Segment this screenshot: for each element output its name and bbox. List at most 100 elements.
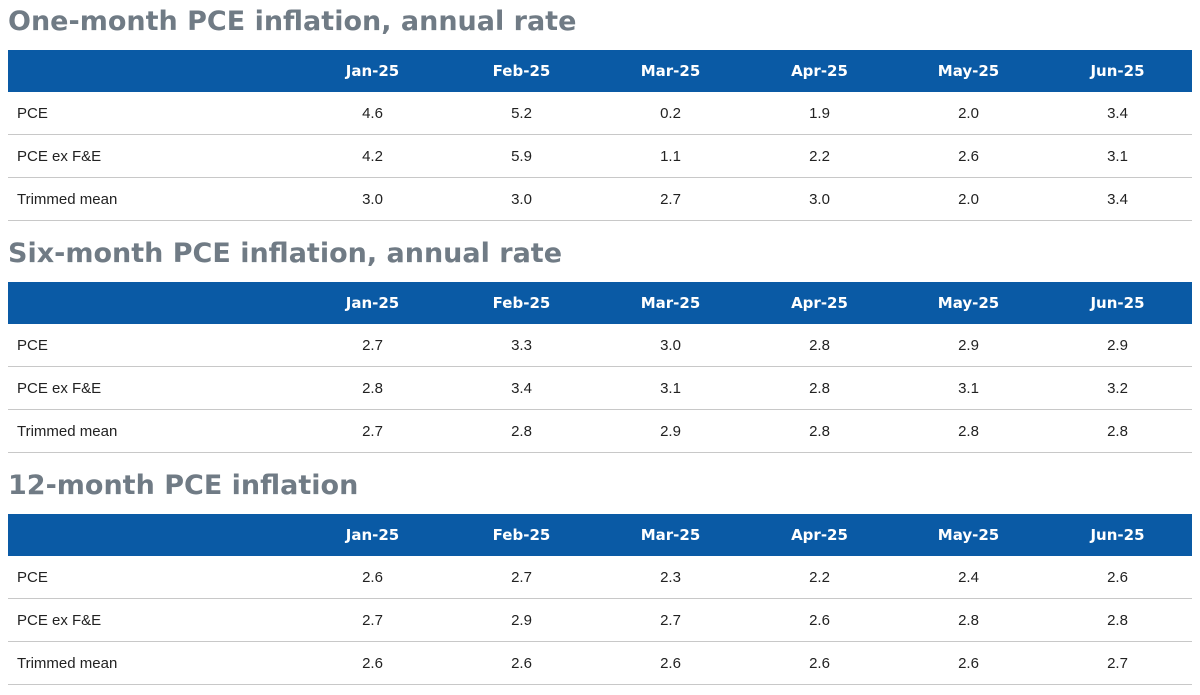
table-cell: 2.7: [596, 598, 745, 642]
table-cell: 2.8: [447, 409, 596, 453]
column-header: Feb-25: [447, 282, 596, 324]
table-header-row: Jan-25 Feb-25 Mar-25 Apr-25 May-25 Jun-2…: [8, 514, 1192, 556]
row-label: PCE ex F&E: [8, 134, 298, 178]
table-cell: 2.9: [596, 409, 745, 453]
table-row: PCE 4.6 5.2 0.2 1.9 2.0 3.4: [8, 92, 1192, 135]
section-title: Six-month PCE inflation, annual rate: [8, 238, 563, 269]
header-corner-cell: [8, 50, 298, 92]
table-cell: 3.0: [447, 177, 596, 221]
table-cell: 3.4: [447, 366, 596, 410]
column-header: May-25: [894, 514, 1043, 556]
column-header: Apr-25: [745, 50, 894, 92]
table-cell: 3.2: [1043, 366, 1192, 410]
column-header: Jan-25: [298, 514, 447, 556]
table-cell: 2.8: [745, 409, 894, 453]
column-header: Feb-25: [447, 50, 596, 92]
inflation-table: Jan-25 Feb-25 Mar-25 Apr-25 May-25 Jun-2…: [8, 514, 1192, 685]
table-cell: 3.0: [745, 177, 894, 221]
column-header: Apr-25: [745, 282, 894, 324]
section-title: One-month PCE inflation, annual rate: [8, 6, 577, 37]
table-cell: 2.7: [298, 324, 447, 367]
table-row: PCE ex F&E 2.8 3.4 3.1 2.8 3.1 3.2: [8, 366, 1192, 410]
column-header: Mar-25: [596, 514, 745, 556]
row-label: PCE ex F&E: [8, 598, 298, 642]
table-cell: 2.0: [894, 177, 1043, 221]
table-cell: 2.0: [894, 92, 1043, 135]
row-label: Trimmed mean: [8, 641, 298, 685]
table-cell: 3.0: [596, 324, 745, 367]
section-title: 12-month PCE inflation: [8, 470, 359, 501]
table-cell: 2.4: [894, 556, 1043, 599]
table-cell: 5.9: [447, 134, 596, 178]
table-cell: 2.8: [1043, 409, 1192, 453]
table-cell: 3.0: [298, 177, 447, 221]
table-cell: 2.8: [298, 366, 447, 410]
table-cell: 2.6: [745, 641, 894, 685]
table-cell: 2.7: [1043, 641, 1192, 685]
table-cell: 2.7: [298, 409, 447, 453]
table-cell: 2.6: [1043, 556, 1192, 599]
column-header: Feb-25: [447, 514, 596, 556]
table-row: Trimmed mean 2.7 2.8 2.9 2.8 2.8 2.8: [8, 409, 1192, 453]
table-header-row: Jan-25 Feb-25 Mar-25 Apr-25 May-25 Jun-2…: [8, 50, 1192, 92]
inflation-table: Jan-25 Feb-25 Mar-25 Apr-25 May-25 Jun-2…: [8, 50, 1192, 221]
table-cell: 2.6: [447, 641, 596, 685]
table-cell: 2.6: [894, 134, 1043, 178]
table-cell: 2.6: [298, 641, 447, 685]
table-cell: 2.7: [298, 598, 447, 642]
table-cell: 2.8: [745, 324, 894, 367]
header-corner-cell: [8, 282, 298, 324]
table-cell: 3.3: [447, 324, 596, 367]
row-label: PCE: [8, 92, 298, 135]
table-cell: 2.3: [596, 556, 745, 599]
row-label: Trimmed mean: [8, 177, 298, 221]
table-cell: 2.9: [1043, 324, 1192, 367]
row-label: PCE: [8, 556, 298, 599]
table-cell: 2.8: [894, 409, 1043, 453]
table-cell: 2.6: [745, 598, 894, 642]
table-cell: 2.2: [745, 134, 894, 178]
table-cell: 2.9: [447, 598, 596, 642]
row-label: PCE: [8, 324, 298, 367]
table-cell: 2.6: [596, 641, 745, 685]
table-cell: 3.1: [1043, 134, 1192, 178]
table-cell: 1.9: [745, 92, 894, 135]
column-header: May-25: [894, 50, 1043, 92]
table-row: Trimmed mean 3.0 3.0 2.7 3.0 2.0 3.4: [8, 177, 1192, 221]
table-cell: 2.8: [745, 366, 894, 410]
table-cell: 0.2: [596, 92, 745, 135]
table-row: PCE ex F&E 2.7 2.9 2.7 2.6 2.8 2.8: [8, 598, 1192, 642]
table-row: Trimmed mean 2.6 2.6 2.6 2.6 2.6 2.7: [8, 641, 1192, 685]
table-cell: 4.2: [298, 134, 447, 178]
table-cell: 2.6: [298, 556, 447, 599]
table-cell: 2.6: [894, 641, 1043, 685]
column-header: Mar-25: [596, 282, 745, 324]
table-cell: 3.1: [596, 366, 745, 410]
table-cell: 3.4: [1043, 177, 1192, 221]
table-cell: 2.7: [447, 556, 596, 599]
table-cell: 2.2: [745, 556, 894, 599]
inflation-table: Jan-25 Feb-25 Mar-25 Apr-25 May-25 Jun-2…: [8, 282, 1192, 453]
table-cell: 2.8: [894, 598, 1043, 642]
table-row: PCE 2.6 2.7 2.3 2.2 2.4 2.6: [8, 556, 1192, 599]
column-header: Jan-25: [298, 50, 447, 92]
row-label: Trimmed mean: [8, 409, 298, 453]
table-cell: 5.2: [447, 92, 596, 135]
row-label: PCE ex F&E: [8, 366, 298, 410]
column-header: Apr-25: [745, 514, 894, 556]
table-cell: 2.8: [1043, 598, 1192, 642]
column-header: Jun-25: [1043, 282, 1192, 324]
table-cell: 3.1: [894, 366, 1043, 410]
column-header: Jun-25: [1043, 514, 1192, 556]
table-cell: 2.7: [596, 177, 745, 221]
column-header: Jan-25: [298, 282, 447, 324]
table-cell: 1.1: [596, 134, 745, 178]
column-header: May-25: [894, 282, 1043, 324]
header-corner-cell: [8, 514, 298, 556]
column-header: Mar-25: [596, 50, 745, 92]
table-row: PCE ex F&E 4.2 5.9 1.1 2.2 2.6 3.1: [8, 134, 1192, 178]
table-row: PCE 2.7 3.3 3.0 2.8 2.9 2.9: [8, 324, 1192, 367]
table-header-row: Jan-25 Feb-25 Mar-25 Apr-25 May-25 Jun-2…: [8, 282, 1192, 324]
table-cell: 2.9: [894, 324, 1043, 367]
table-cell: 3.4: [1043, 92, 1192, 135]
